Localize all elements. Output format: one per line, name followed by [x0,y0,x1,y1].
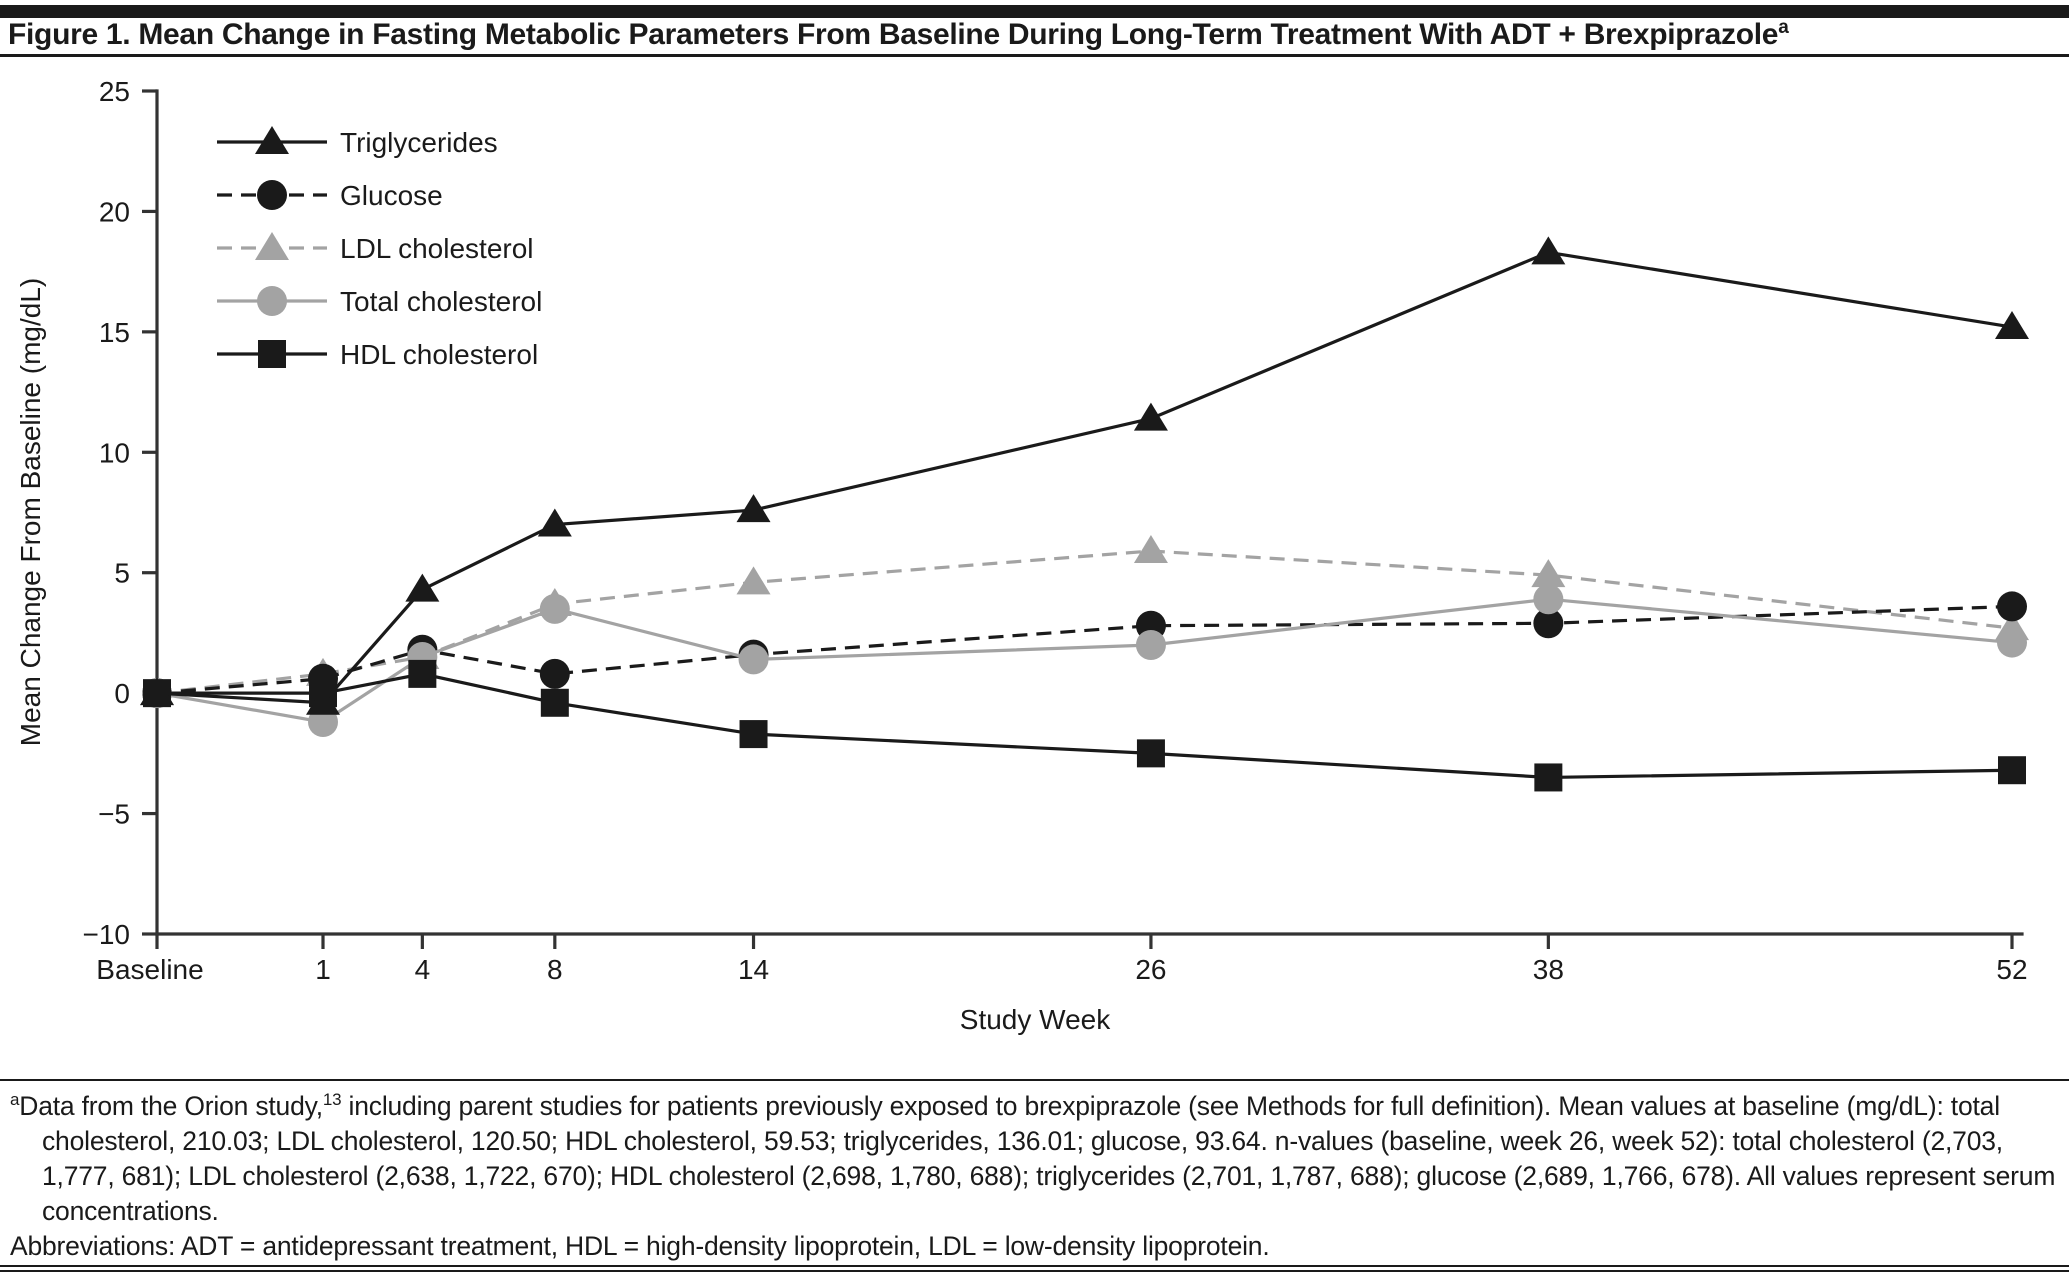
legend-item-ldl-cholesterol: LDL cholesterol [217,232,534,264]
legend-item-total-cholesterol: Total cholesterol [217,286,542,317]
footnote-reference-13: 13 [322,1090,342,1110]
x-axis-ticks: Baseline 1 4 8 14 26 38 52 [96,934,2028,985]
y-axis-title: Mean Change From Baseline (mg/dL) [15,278,46,746]
figure-title: Figure 1. Mean Change in Fasting Metabol… [0,18,2069,57]
series-total-cholesterol-line [156,597,2013,724]
series-triglycerides-markers [140,236,2029,715]
chart-area: 25 20 15 10 5 0 −5 −10 Baseline 1 4 8 14 26 38 52 Study … [0,57,2069,1079]
figure-footnotes: aData from the Orion study,13 including … [0,1079,2069,1264]
legend-label-hdl-cholesterol: HDL cholesterol [340,339,538,370]
x-tick-label: Baseline [96,954,203,985]
legend-label-glucose: Glucose [340,180,443,211]
y-axis-ticks: 25 20 15 10 5 0 −5 −10 [83,76,157,950]
x-tick-label: 1 [315,954,331,985]
footnote-a: aData from the Orion study,13 including … [10,1089,2057,1229]
legend-label-triglycerides: Triglycerides [340,127,498,158]
y-tick-label: 5 [114,558,130,589]
series-hdl-cholesterol-markers [143,659,2026,792]
x-tick-label: 14 [738,954,769,985]
y-tick-label: −5 [98,799,130,830]
figure-title-footnote-marker: a [1778,17,1789,38]
footnote-a-text-1: Data from the Orion study, [19,1091,323,1121]
y-tick-label: −10 [83,919,131,950]
series-ldl-cholesterol-line [156,549,2013,695]
x-axis-title: Study Week [960,1004,1111,1035]
abbreviations-line: Abbreviations: ADT = antidepressant trea… [10,1231,1270,1261]
y-tick-label: 15 [99,317,130,348]
axes [155,89,2024,936]
x-tick-label: 52 [1996,954,2027,985]
legend-label-total-cholesterol: Total cholesterol [340,286,542,317]
legend-item-hdl-cholesterol: HDL cholesterol [217,339,538,370]
x-tick-label: 4 [415,954,431,985]
figure-title-text: Figure 1. Mean Change in Fasting Metabol… [8,18,1779,51]
series-triglycerides-line [156,250,2013,705]
footnote-a-text-2: including parent studies for patients pr… [42,1091,2056,1226]
series-triglycerides [140,236,2029,715]
legend-item-glucose: Glucose [217,180,443,211]
y-tick-label: 25 [99,76,130,107]
x-tick-label: 8 [547,954,563,985]
series-hdl-cholesterol-line [157,672,2013,780]
legend-label-ldl-cholesterol: LDL cholesterol [340,233,534,264]
y-tick-label: 0 [114,678,130,709]
legend-item-triglycerides: Triglycerides [217,126,498,158]
footnote-a-marker: a [10,1090,20,1110]
y-tick-label: 20 [99,196,130,227]
x-tick-label: 38 [1533,954,1564,985]
figure-top-bar [0,5,2069,18]
legend: Triglycerides Glucose LDL cholesterol Total… [217,126,542,370]
series-glucose-line [156,604,2013,695]
series-hdl-cholesterol [143,659,2026,792]
x-tick-label: 26 [1135,954,1166,985]
y-tick-label: 10 [99,437,130,468]
